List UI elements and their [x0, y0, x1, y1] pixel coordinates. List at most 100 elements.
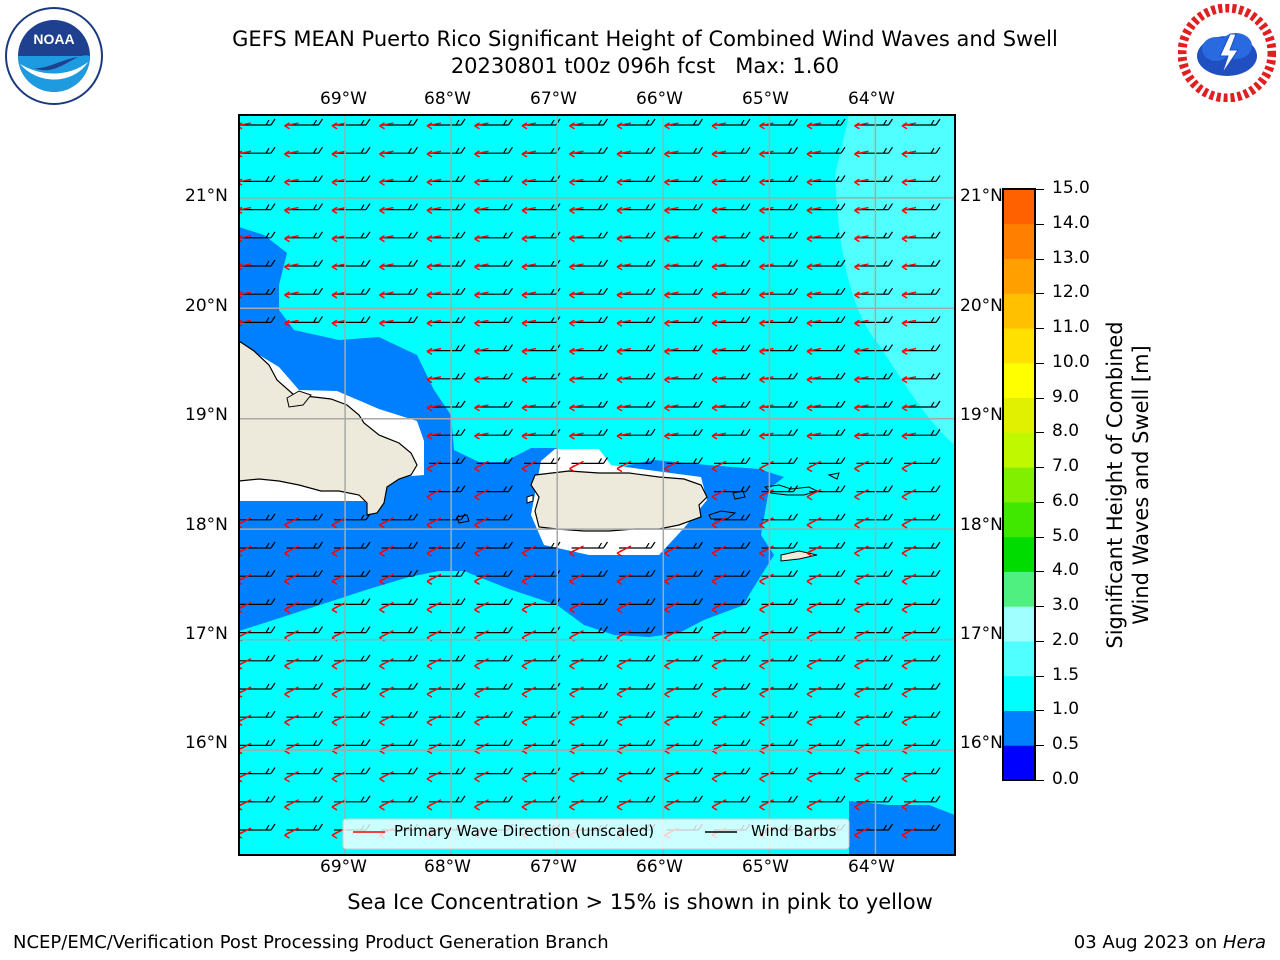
wave-arrow — [664, 545, 679, 557]
wind-barb — [476, 541, 513, 549]
wind-barb — [714, 457, 751, 464]
wave-arrow — [901, 601, 917, 614]
wind-barb — [429, 767, 466, 775]
wave-arrow — [664, 206, 679, 215]
wind-barb — [239, 795, 276, 803]
wave-arrow — [806, 686, 822, 698]
colorbar-tick-label: 0.5 — [1052, 734, 1080, 755]
colorbar-tick-mark — [1036, 432, 1044, 434]
wave-arrow — [854, 206, 869, 215]
wave-arrow — [854, 545, 869, 557]
wave-arrow — [331, 263, 347, 271]
wave-arrow — [664, 601, 679, 614]
wave-arrow — [426, 460, 442, 473]
wind-barb — [239, 513, 276, 521]
wave-arrow — [616, 686, 632, 698]
wind-barb — [571, 739, 608, 746]
wave-arrow — [616, 206, 632, 215]
wind-barb — [429, 682, 466, 690]
wave-arrow — [759, 404, 774, 412]
wave-arrow — [759, 714, 774, 727]
wave-arrow — [854, 319, 869, 327]
desecheo-island — [526, 494, 534, 504]
colorbar-tick-mark — [1036, 571, 1044, 573]
wave-arrow — [331, 234, 347, 243]
wave-arrow — [331, 206, 347, 215]
wave-arrow — [474, 375, 489, 384]
wind-barb — [856, 457, 893, 464]
hispaniola-coast-detail — [286, 390, 312, 408]
wave-arrow — [664, 150, 679, 158]
wave-arrow — [806, 517, 822, 529]
wind-barb — [619, 682, 656, 690]
wave-arrow — [569, 206, 584, 215]
wave-arrow — [759, 573, 774, 586]
colorbar-tick-label: 9.0 — [1052, 386, 1080, 407]
lat-label-left: 18°N — [185, 515, 228, 535]
wave-arrow — [759, 234, 774, 243]
wind-barb — [286, 626, 323, 634]
wind-barb — [904, 682, 941, 690]
lat-label-left: 16°N — [185, 733, 228, 753]
colorbar-band — [1003, 640, 1035, 677]
wind-barb — [856, 710, 893, 718]
wave-arrow — [901, 714, 917, 727]
wind-barb — [714, 598, 751, 605]
wind-barb — [429, 654, 466, 662]
legend-wave-label: Primary Wave Direction (unscaled) — [394, 822, 655, 840]
wind-barb — [904, 823, 941, 831]
wind-barb — [571, 457, 608, 464]
wind-barb — [334, 513, 371, 521]
wave-arrow — [901, 799, 917, 811]
wind-barb — [381, 795, 418, 803]
wind-barb — [619, 626, 656, 634]
colorbar-tick-mark — [1036, 328, 1044, 330]
wind-barb — [476, 513, 513, 521]
wind-barb — [856, 739, 893, 746]
colorbar-tick-mark — [1036, 675, 1044, 677]
wave-arrow — [806, 714, 822, 727]
wave-arrow — [711, 206, 727, 215]
wave-arrow — [759, 770, 774, 783]
wave-arrow — [474, 658, 489, 670]
footer-right: 03 Aug 2023 on Hera — [1074, 932, 1266, 953]
wave-arrow — [759, 150, 774, 158]
wind-barb — [476, 598, 513, 605]
wave-arrow — [616, 150, 632, 158]
wave-arrow — [379, 178, 394, 186]
wave-arrow — [664, 770, 679, 783]
wave-arrow — [901, 432, 917, 440]
wind-barb — [809, 513, 846, 521]
wave-arrow — [806, 291, 822, 299]
wind-barb — [714, 626, 751, 634]
wind-barb — [761, 541, 798, 549]
wind-barb — [856, 654, 893, 662]
wave-arrow — [711, 347, 727, 356]
wind-barb — [286, 513, 323, 521]
wind-barb — [809, 598, 846, 605]
wave-arrow — [901, 573, 917, 586]
wind-barb — [334, 767, 371, 775]
wave-arrow — [569, 404, 584, 412]
wind-barb — [904, 739, 941, 746]
wave-arrow — [331, 178, 347, 186]
colorbar-band — [1003, 606, 1035, 642]
wave-arrow — [426, 799, 442, 811]
wave-arrow — [616, 404, 632, 412]
wind-barb — [809, 654, 846, 662]
wave-arrow — [569, 347, 584, 356]
wave-arrow — [569, 234, 584, 243]
wave-arrow — [664, 686, 679, 698]
wave-arrow — [901, 770, 917, 783]
wind-barb — [476, 485, 513, 493]
wind-barb — [429, 541, 466, 549]
noaa-logo-text: NOAA — [33, 31, 74, 47]
wind-barb — [619, 795, 656, 803]
lat-label-left: 20°N — [185, 296, 228, 316]
wind-barb — [334, 682, 371, 690]
wind-barb — [476, 767, 513, 775]
wave-arrow — [474, 206, 489, 215]
colorbar-tick-mark — [1036, 536, 1044, 538]
wind-barb — [476, 569, 513, 577]
wave-arrow — [711, 686, 727, 698]
